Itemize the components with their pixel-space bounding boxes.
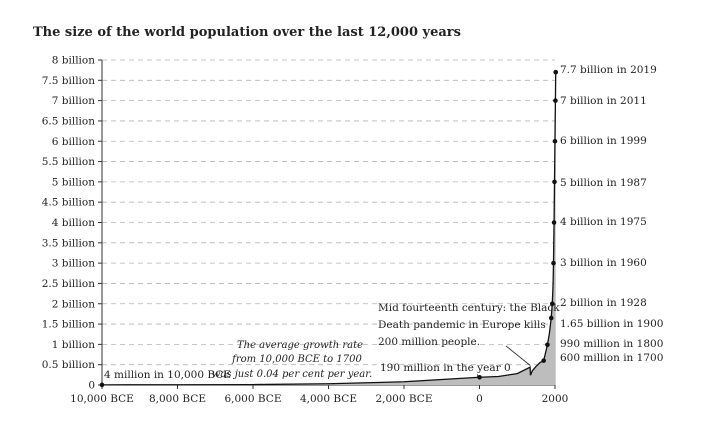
- data-point: [552, 138, 558, 144]
- population-area: [102, 72, 556, 385]
- x-tick-label: 2000: [542, 393, 569, 405]
- growth-rate-annotation: from 10,000 BCE to 1700: [231, 354, 362, 365]
- population-line: [101, 72, 557, 386]
- black-death-annotation: Mid fourteenth century: the Black: [378, 302, 560, 314]
- y-tick-label: 7.5 billion: [42, 75, 96, 87]
- point-label: 7 billion in 2011: [560, 95, 647, 107]
- y-tick-label: 3 billion: [52, 258, 95, 270]
- black-death-pointer: [505, 345, 531, 366]
- point-label: 190 million in the year 0: [380, 362, 511, 374]
- point-label: 6 billion in 1999: [560, 135, 647, 147]
- data-point: [549, 301, 555, 307]
- x-tick-label: 0: [476, 393, 483, 405]
- y-tick-label: 2.5 billion: [42, 278, 96, 290]
- growth-rate-annotation: The average growth rate: [237, 340, 363, 351]
- point-label: 4 billion in 1975: [560, 216, 647, 228]
- population-series: [101, 72, 557, 386]
- data-point: [553, 98, 558, 103]
- y-tick-label: 8 billion: [52, 55, 95, 67]
- y-tick-label: 6 billion: [52, 136, 95, 148]
- annotations: Mid fourteenth century: the Black Death p…: [212, 302, 560, 380]
- data-point: [551, 260, 556, 266]
- point-label: 3 billion in 1960: [560, 257, 647, 269]
- point-label: 5 billion in 1987: [560, 177, 647, 189]
- grid-lines: [102, 59, 555, 366]
- x-tick-label: 8,000 BCE: [149, 393, 206, 405]
- black-death-annotation: 200 million people.: [378, 336, 480, 348]
- chart-title: The size of the world population over th…: [33, 25, 461, 40]
- point-label: 7.7 billion in 2019: [560, 64, 657, 76]
- y-tick-label: 3.5 billion: [42, 237, 96, 249]
- point-label: 600 million in 1700: [560, 352, 663, 364]
- y-tick-label: 0.5 billion: [42, 359, 96, 371]
- x-tick-label: 6,000 BCE: [224, 393, 281, 405]
- y-tick-label: 0: [88, 380, 95, 392]
- point-label: 990 million in 1800: [560, 338, 663, 350]
- x-tick-label: 10,000 BCE: [70, 393, 134, 405]
- data-point: [553, 69, 559, 75]
- y-tick-label: 7 billion: [52, 95, 95, 107]
- x-tick-label: 4,000 BCE: [300, 393, 357, 405]
- data-point: [477, 374, 482, 380]
- y-axis: 0 0.5 billion 1 billion 1.5 billion 2 billio…: [42, 55, 103, 392]
- point-label: 2 billion in 1928: [560, 297, 647, 309]
- data-point: [545, 342, 550, 348]
- y-tick-label: 1 billion: [52, 339, 95, 351]
- point-label: 1.65 billion in 1900: [560, 318, 663, 330]
- y-tick-label: 4 billion: [52, 217, 95, 229]
- growth-rate-annotation: was just 0.04 per cent per year.: [212, 369, 372, 380]
- labeled-points: 7.7 billion in 2019 7 billion in 2011 6 bi…: [99, 64, 663, 388]
- y-tick-label: 2 billion: [52, 298, 95, 310]
- data-point: [548, 315, 554, 321]
- data-point: [541, 358, 546, 363]
- x-axis: 10,000 BCE 8,000 BCE 6,000 BCE 4,000 BCE 2,0…: [70, 384, 569, 405]
- y-tick-label: 5.5 billion: [42, 156, 96, 168]
- data-point: [551, 220, 557, 225]
- black-death-annotation: Death pandemic in Europe kills: [378, 319, 546, 331]
- data-point: [552, 179, 557, 185]
- y-tick-label: 5 billion: [52, 176, 95, 188]
- y-tick-label: 1.5 billion: [42, 319, 96, 331]
- y-tick-label: 4.5 billion: [42, 197, 96, 209]
- point-label: 4 million in 10,000 BCE: [104, 369, 231, 381]
- x-tick-label: 2,000 BCE: [375, 393, 432, 405]
- data-point: [99, 382, 105, 388]
- y-tick-label: 6.5 billion: [42, 115, 96, 127]
